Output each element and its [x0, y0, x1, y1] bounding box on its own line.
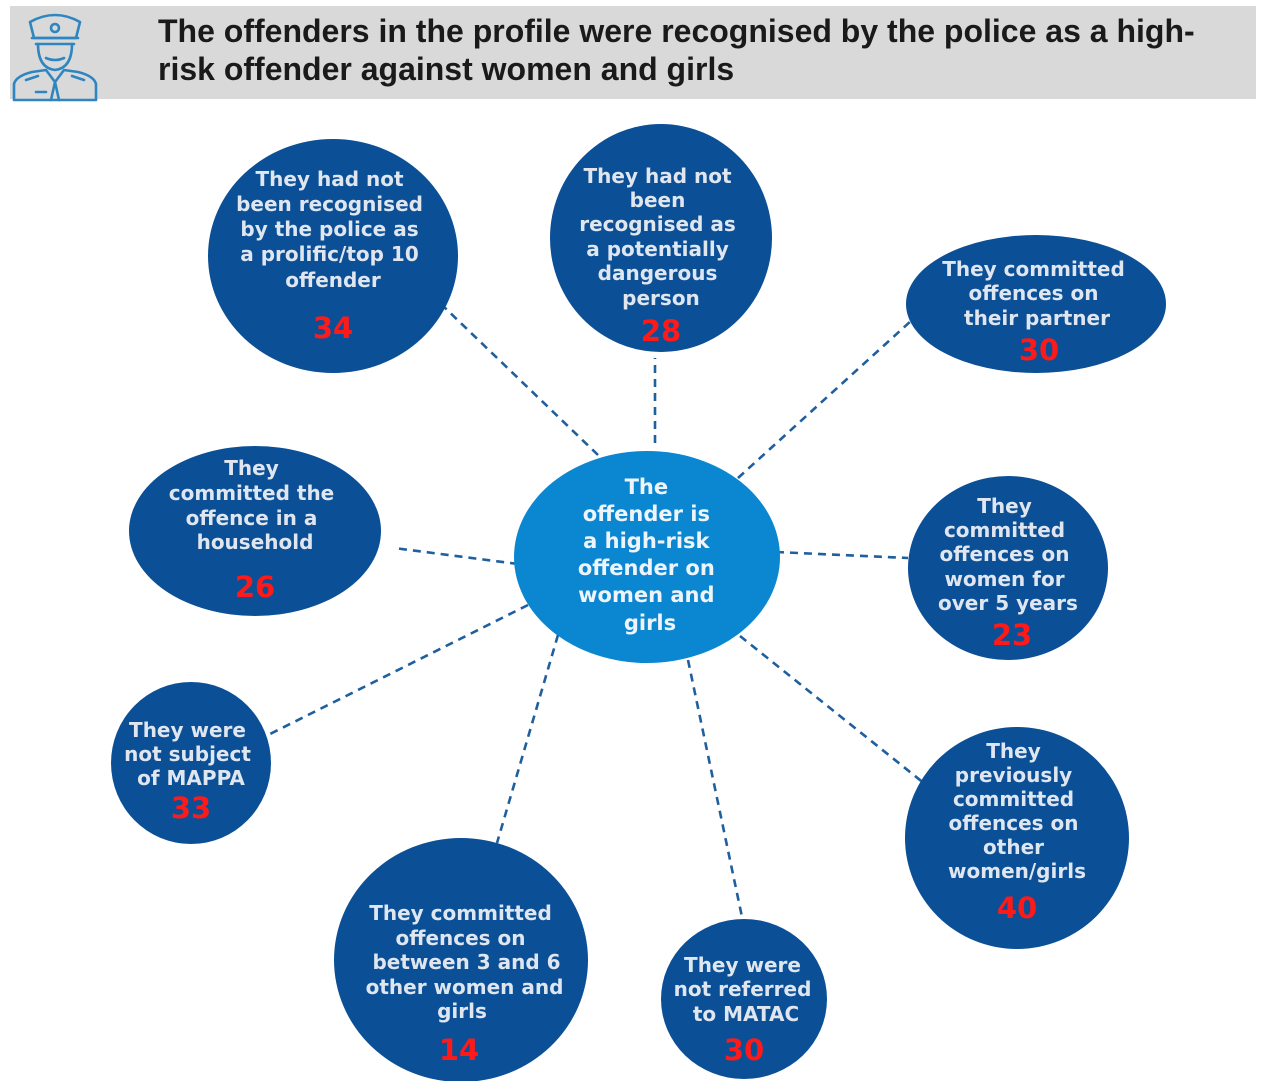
- police-officer-icon: [12, 13, 98, 102]
- node-value: 28: [641, 314, 681, 348]
- node-line: previously: [955, 763, 1072, 787]
- node-prolific: They had not been recognised by the poli…: [208, 139, 458, 373]
- node-value: 26: [235, 570, 275, 604]
- node-line: other: [983, 835, 1044, 859]
- node-line: committed: [944, 518, 1065, 542]
- node-line: They were: [684, 953, 801, 977]
- connector-matac: [686, 659, 744, 918]
- node-matac: They were not referred to MATAC 30: [661, 919, 827, 1079]
- node-line: offences on: [949, 811, 1079, 835]
- node-value: 30: [1019, 333, 1059, 367]
- svg-text:They had not been recogn: They had not been recognised by the poli…: [236, 167, 430, 292]
- center-line: women and: [578, 583, 714, 607]
- node-value: 30: [724, 1033, 764, 1067]
- svg-text:They previously co: They previously committed offences on ot…: [948, 739, 1086, 883]
- svg-text:They committed offences: They committed offences on their partner: [942, 257, 1132, 330]
- node-line: They committed: [942, 257, 1125, 281]
- node-three-six: They committed offences on between 3 and…: [334, 838, 588, 1081]
- node-line: been: [630, 188, 686, 212]
- node-line: offences on: [940, 542, 1070, 566]
- connector-prolific: [441, 304, 599, 456]
- node-value: 34: [313, 311, 353, 345]
- node-line: women/girls: [948, 859, 1086, 883]
- node-line: They committed: [369, 901, 552, 925]
- svg-text:They were not referred: They were not referred to MATAC: [674, 953, 819, 1026]
- node-line: a prolific/top 10: [240, 242, 419, 266]
- connector-five-years: [775, 550, 909, 560]
- node-line: girls: [437, 999, 487, 1023]
- node-line: They had not: [256, 167, 404, 191]
- node-line: person: [622, 286, 700, 310]
- node-line: a potentially: [586, 237, 729, 261]
- node-line: not subject: [124, 742, 251, 766]
- node-circle: [111, 682, 271, 844]
- page-title: The offenders in the profile were recogn…: [158, 13, 1195, 87]
- connector-partner: [737, 319, 913, 479]
- node-value: 23: [992, 618, 1032, 652]
- node-dangerous: They had not been recognised as a potent…: [550, 124, 772, 352]
- node-five-years: They committed offences on women for ove…: [908, 476, 1108, 660]
- node-line: to MATAC: [693, 1002, 799, 1026]
- node-line: been recognised: [236, 192, 423, 216]
- connector-household: [393, 546, 519, 566]
- node-line: dangerous: [598, 261, 718, 285]
- node-line: of MAPPA: [137, 766, 245, 790]
- node-line: over 5 years: [938, 591, 1078, 615]
- node-line: offences on: [396, 926, 526, 950]
- center-line: a high-risk: [583, 529, 710, 553]
- node-circle: [129, 446, 381, 616]
- node-value: 33: [171, 791, 211, 825]
- connector-three-six: [495, 634, 560, 844]
- node-circle: [906, 235, 1166, 373]
- connectors: [267, 304, 926, 918]
- svg-text:They committed off: They committed offences on women for ove…: [938, 494, 1078, 615]
- svg-text:They committed the: They committed the offence in a househol…: [169, 456, 341, 554]
- node-other-women: They previously committed offences on ot…: [905, 727, 1129, 949]
- node-circle: [661, 919, 827, 1079]
- node-line: recognised as: [579, 212, 736, 236]
- connector-other-women: [739, 634, 926, 786]
- center-line: The: [625, 475, 669, 499]
- node-line: committed: [953, 787, 1074, 811]
- node-circle: [905, 727, 1129, 949]
- node-line: offender: [285, 268, 381, 292]
- node-line: women for: [944, 567, 1064, 591]
- node-line: between 3 and 6: [372, 950, 560, 974]
- node-circle: [208, 139, 458, 373]
- node-line: not referred: [674, 977, 812, 1001]
- node-line: committed the: [169, 481, 334, 505]
- center-line: offender is: [583, 502, 710, 526]
- node-line: household: [197, 530, 314, 554]
- center-line: girls: [624, 611, 676, 635]
- header-banner: The offenders in the profile were recogn…: [10, 6, 1256, 102]
- node-line: other women and: [366, 975, 564, 999]
- node-line: They were: [129, 718, 246, 742]
- node-line: offences on: [969, 281, 1099, 305]
- node-value: 14: [439, 1033, 479, 1067]
- node-partner: They committed offences on their partner…: [906, 235, 1166, 373]
- node-value: 40: [997, 891, 1037, 925]
- node-line: offence in a: [186, 506, 318, 530]
- svg-text:They had not been: They had not been recognised as a potent…: [579, 164, 743, 310]
- node-line: They: [224, 456, 278, 480]
- node-line: They: [977, 494, 1031, 518]
- svg-text:They were not subject: They were not subject of MAPPA: [124, 718, 258, 790]
- node-circle: [908, 476, 1108, 660]
- node-circle: [334, 838, 588, 1081]
- center-node-circle: [514, 451, 780, 663]
- node-mappa: They were not subject of MAPPA 33: [111, 682, 271, 844]
- center-node: The offender is a high-risk offender on …: [514, 451, 780, 663]
- connector-mappa: [267, 603, 529, 737]
- center-line: offender on: [578, 556, 715, 580]
- node-line: their partner: [964, 306, 1110, 330]
- node-line: by the police as: [240, 217, 418, 241]
- svg-text:They committed offences: They committed offences on between 3 and…: [366, 901, 571, 1023]
- node-household: They committed the offence in a househol…: [129, 446, 381, 616]
- node-line: They: [986, 739, 1040, 763]
- svg-text:The offender is a: The offender is a high-risk offender on …: [578, 475, 722, 635]
- node-line: They had not: [584, 164, 732, 188]
- node-circle: [550, 124, 772, 352]
